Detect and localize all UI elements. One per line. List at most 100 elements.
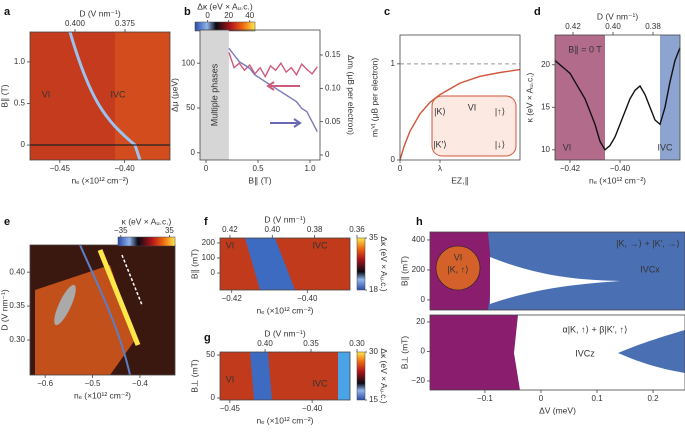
x2-axis-label: D (V nm⁻¹) (597, 11, 638, 21)
x2-tick-label: 0.40 (265, 225, 281, 234)
x-tick-label: 0 (204, 164, 209, 173)
y2-axis-label: Δmᵢ (μB per electron) (346, 55, 356, 135)
panel-label: a (4, 6, 11, 18)
y2-tick-label: 0 (325, 150, 330, 159)
y-tick-label: 20 (541, 60, 550, 69)
inset-box (431, 95, 517, 157)
colorbar-tick-label: 18 (369, 285, 378, 294)
plot-frame (399, 34, 521, 161)
phase-region (435, 245, 481, 291)
panel-label: g (204, 332, 211, 344)
colorbar (356, 351, 366, 401)
x-tick-label: −0.40 (302, 404, 323, 413)
phase-region (555, 35, 605, 160)
x2-tick-label: 0.375 (115, 19, 136, 28)
x2-tick-label: 0.38 (645, 22, 661, 31)
annotation: VI (468, 102, 477, 112)
y-tick-label: 20 (416, 317, 425, 326)
y-axis-label: Δμ (μeV) (169, 78, 179, 112)
x-axis-label: nₑ (×10¹² cm⁻²) (72, 175, 129, 185)
y-tick-label: 1.0 (14, 57, 26, 66)
panel-label: h (416, 216, 423, 228)
heatmap-feature (97, 249, 141, 346)
panel-label: b (184, 6, 191, 18)
x-tick-label: −0.4 (132, 379, 148, 388)
x2-tick-label: 0.36 (349, 225, 365, 234)
annotation: VI (226, 374, 235, 384)
y-tick-label: 0 (191, 148, 196, 157)
colorbar-label: κ (eV × Aᵤ.c.) (122, 216, 172, 226)
y-tick-label: 1 (391, 59, 396, 68)
heatmap-image (35, 265, 135, 375)
y-axis-label: B⊥ (mT) (189, 359, 199, 393)
y-tick-label: 0.30 (9, 335, 25, 344)
x-tick-label: 0.5 (252, 164, 264, 173)
x-tick-label: −0.42 (560, 164, 581, 173)
x2-tick-label: 0.40 (257, 339, 273, 348)
colorbar (117, 236, 176, 247)
x-axis-label: nₑ (×10¹² cm⁻²) (589, 175, 646, 185)
y-axis-label: D (V nm⁻¹) (0, 289, 9, 330)
y-tick-label: 0 (211, 393, 216, 402)
x-tick-label: −0.42 (222, 294, 243, 303)
panel-label: f (204, 216, 208, 228)
colorbar-tick-label: −35 (114, 226, 128, 235)
x-tick-label: −0.45 (50, 164, 71, 173)
annotation: |↓⟩ (495, 139, 505, 149)
y-tick-label: 0 (421, 295, 426, 304)
panel-label: e (4, 216, 10, 228)
shaded-region (200, 30, 229, 160)
x-axis-label: nₑ (×10¹² cm⁻²) (257, 305, 314, 315)
annotation: |↑⟩ (495, 106, 505, 116)
y-tick-label: 200 (202, 238, 216, 247)
colorbar-label: Δκ (eV × Aᵤ.c.) (197, 1, 253, 11)
data-line (554, 47, 681, 151)
x-tick-label: −0.40 (115, 164, 136, 173)
x-axis-label: B∥ (T) (248, 175, 271, 185)
x2-tick-label: 0.40 (605, 22, 621, 31)
plot-frame (29, 244, 176, 376)
annotation: |K⟩ (434, 106, 446, 116)
heatmap-feature (68, 31, 142, 161)
x-tick-label: −0.40 (297, 294, 318, 303)
heatmap-feature (250, 352, 272, 400)
plot-frame (199, 29, 321, 161)
x-tick-label: −0.40 (610, 164, 631, 173)
y-axis-label: B∥ (mT) (399, 256, 409, 286)
x-tick-label: −0.5 (85, 379, 101, 388)
y-tick-label: 0 (21, 140, 26, 149)
x-tick-label: 0 (398, 164, 403, 173)
plot-frame (219, 237, 351, 291)
x2-tick-label: 0.400 (65, 19, 86, 28)
y-tick-label: 0 (391, 155, 396, 164)
annotation: VI (42, 89, 51, 99)
phase-region (660, 35, 680, 160)
arrow (270, 118, 302, 128)
y-tick-label: 0 (421, 347, 426, 356)
y-axis-label: mᵢⱽᴵ (μB per electron) (369, 58, 379, 138)
y-axis-label: B∥ (mT) (189, 249, 199, 279)
y-tick-label: 10 (541, 145, 550, 154)
y-axis-label: B∥ (T) (0, 84, 9, 107)
x2-axis-label: D (V nm⁻¹) (264, 214, 305, 224)
annotation: IVCz (575, 348, 595, 358)
colorbar-tick-label: 35 (369, 233, 378, 242)
y2-tick-label: 0.15 (325, 50, 341, 59)
annotation: IVC (312, 378, 328, 388)
x-tick-label: 0.1 (591, 394, 603, 403)
plot-frame (554, 34, 681, 161)
x-tick-label: −0.6 (37, 379, 53, 388)
heatmap-feature (245, 238, 295, 290)
x-axis-label: EZ,∥ (451, 175, 468, 185)
heatmap-image (220, 352, 350, 400)
annotation: VI (226, 240, 235, 250)
colorbar-label: Δκ (eV × Aᵤ.c.) (379, 348, 389, 404)
phase-region (430, 315, 520, 390)
plot-frame (29, 31, 171, 161)
annotation: |K, →⟩ + |K′, →⟩ (616, 238, 680, 248)
y-axis-label: κ (eV × Aᵤ.c.) (524, 72, 534, 122)
x2-tick-label: 0.42 (565, 22, 581, 31)
x-tick-label: λ (438, 164, 442, 173)
y-tick-label: 0.5 (14, 99, 26, 108)
x2-axis-label: D (V nm⁻¹) (79, 8, 120, 18)
